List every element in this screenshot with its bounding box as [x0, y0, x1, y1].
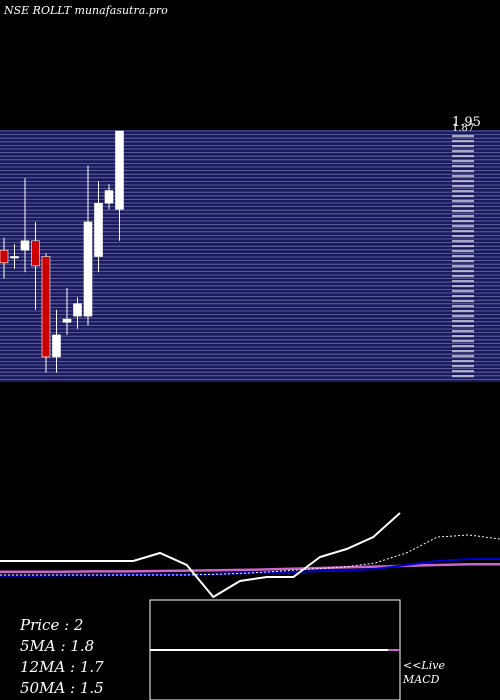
macd-label: <<Live MACD	[403, 659, 445, 687]
macd-label-live: <<Live	[403, 659, 445, 672]
axis-tick-mark	[452, 225, 474, 228]
axis-tick-mark	[452, 240, 474, 243]
ma12-line	[0, 558, 500, 577]
axis-tick-mark	[452, 305, 474, 308]
price-grid	[0, 130, 500, 380]
axis-tick-mark	[452, 165, 474, 168]
axis-tick-mark	[452, 180, 474, 183]
axis-tick-mark	[452, 290, 474, 293]
axis-tick-mark	[452, 355, 474, 358]
axis-tick-mark	[452, 215, 474, 218]
candle-body	[41, 256, 51, 358]
axis-tick-mark	[452, 320, 474, 323]
axis-tick-mark	[452, 295, 474, 298]
price-label: 1.95	[452, 115, 481, 130]
axis-tick-mark	[452, 235, 474, 238]
axis-tick-mark	[452, 275, 474, 278]
axis-tick-mark	[452, 190, 474, 193]
stat-50ma: 50MA : 1.5	[20, 679, 104, 697]
axis-tick-mark	[452, 280, 474, 283]
candle-body	[104, 190, 114, 204]
axis-tick-mark	[452, 375, 474, 378]
candle-body	[94, 202, 103, 257]
stat-price: Price : 2	[20, 616, 84, 634]
candle-body	[20, 240, 30, 251]
stat-5ma: 5MA : 1.8	[20, 637, 95, 655]
axis-tick-mark	[452, 270, 474, 273]
price-axis-labels: 1.951.87	[452, 115, 481, 378]
axis-tick-mark	[452, 360, 474, 363]
axis-tick-mark	[452, 175, 474, 178]
candle-body	[115, 130, 124, 210]
stat-12ma: 12MA : 1.7	[20, 658, 104, 676]
axis-tick-mark	[452, 365, 474, 368]
price-panel-background	[0, 130, 500, 382]
candle-body	[10, 256, 19, 259]
macd-label-name: MACD	[403, 673, 440, 686]
ma50-line	[0, 562, 500, 574]
axis-tick-mark	[452, 205, 474, 208]
axis-tick-mark	[452, 330, 474, 333]
candle-body	[31, 240, 40, 267]
axis-tick-mark	[452, 315, 474, 318]
axis-tick-mark	[452, 195, 474, 198]
axis-tick-mark	[452, 370, 474, 373]
axis-tick-mark	[452, 265, 474, 268]
axis-tick-mark	[452, 310, 474, 313]
axis-tick-mark	[452, 350, 474, 353]
axis-tick-mark	[452, 150, 474, 153]
axis-tick-mark	[452, 170, 474, 173]
axis-tick-mark	[452, 345, 474, 348]
stats-panel: Price : 2 5MA : 1.8 12MA : 1.7 50MA : 1.…	[20, 615, 104, 699]
axis-tick-mark	[452, 245, 474, 248]
axis-tick-mark	[452, 255, 474, 258]
axis-tick-mark	[452, 220, 474, 223]
axis-tick-mark	[452, 145, 474, 148]
axis-tick-mark	[452, 135, 474, 138]
axis-tick-mark	[452, 185, 474, 188]
candle-body	[83, 221, 93, 317]
axis-tick-mark	[452, 250, 474, 253]
ma5-line	[0, 534, 500, 576]
axis-tick-mark	[452, 325, 474, 328]
price-label-overlap: 1.87	[452, 123, 474, 134]
axis-tick-mark	[452, 230, 474, 233]
candle-body	[62, 318, 72, 323]
axis-tick-mark	[452, 285, 474, 288]
candlestick-series	[0, 130, 124, 373]
candle-body	[0, 249, 9, 264]
axis-tick-mark	[452, 200, 474, 203]
axis-tick-mark	[452, 300, 474, 303]
axis-tick-mark	[452, 335, 474, 338]
price-line	[0, 512, 401, 599]
candle-body	[73, 303, 82, 317]
axis-tick-mark	[452, 210, 474, 213]
axis-tick-mark	[452, 155, 474, 158]
candle-body	[52, 334, 61, 358]
axis-tick-mark	[452, 160, 474, 163]
moving-average-lines	[0, 512, 500, 599]
axis-tick-mark	[452, 260, 474, 263]
axis-tick-mark	[452, 140, 474, 143]
axis-tick-mark	[452, 340, 474, 343]
chart-title: NSE ROLLT munafasutra.pro	[4, 4, 168, 17]
